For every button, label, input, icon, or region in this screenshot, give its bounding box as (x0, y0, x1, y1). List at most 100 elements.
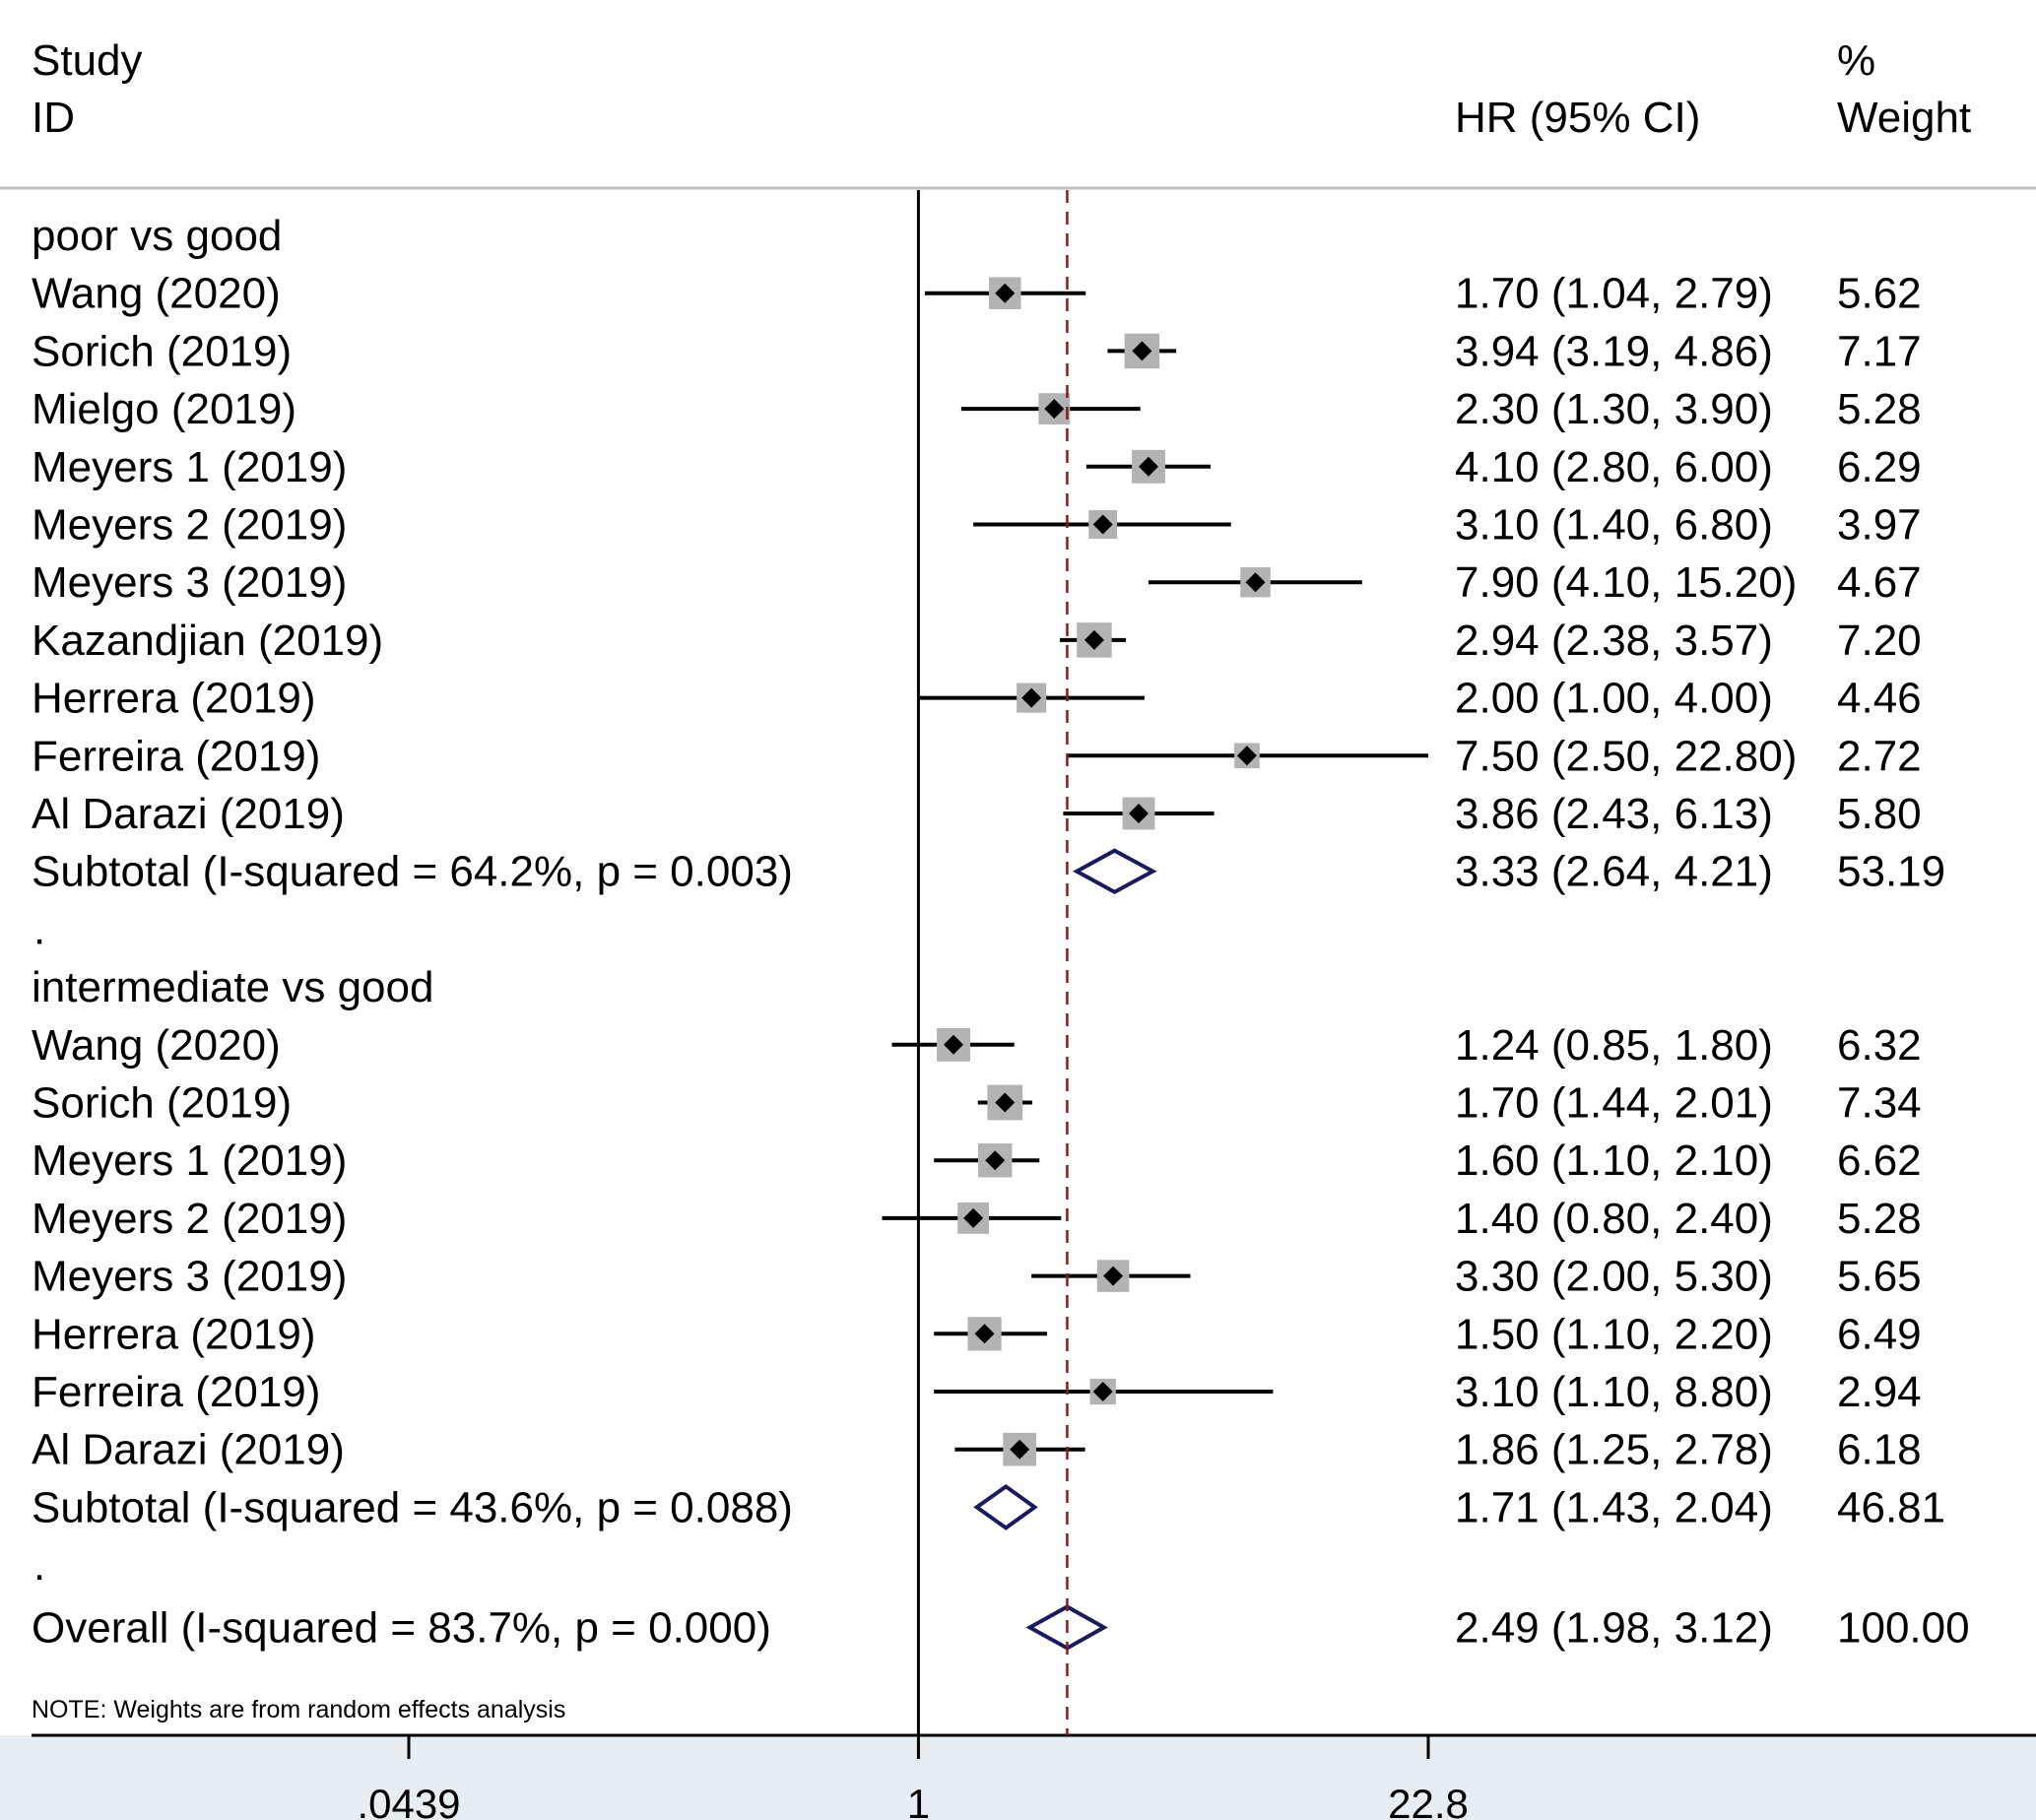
study-label: Sorich (2019) (32, 1079, 292, 1128)
study-ci: 2.94 (2.38, 3.57) (1455, 617, 1773, 665)
study-ci: 1.24 (0.85, 1.80) (1455, 1021, 1773, 1070)
study-weight: 2.94 (1837, 1368, 1922, 1416)
point-estimate (1010, 1439, 1030, 1460)
point-estimate (1084, 629, 1104, 650)
study-ci: 2.00 (1.00, 4.00) (1455, 675, 1773, 723)
point-estimate (1245, 572, 1266, 593)
study-label: Wang (2020) (32, 270, 281, 318)
point-estimate (963, 1207, 984, 1228)
study-weight: 5.62 (1837, 270, 1922, 318)
footnote: NOTE: Weights are from random effects an… (32, 1696, 565, 1723)
forest-rows: poor vs good Wang (2020) 1.70 (1.04, 2.79)… (32, 212, 1970, 1652)
subtotal-diamond (973, 1483, 1038, 1530)
subtotal-ci: 1.71 (1.43, 2.04) (1455, 1483, 1773, 1531)
study-weight: 5.28 (1837, 1195, 1922, 1243)
header-id: ID (32, 94, 75, 142)
point-estimate (1236, 746, 1257, 766)
point-estimate (1092, 514, 1113, 535)
group-heading: intermediate vs good (32, 963, 433, 1011)
group-heading: poor vs good (32, 212, 282, 260)
study-weight: 2.72 (1837, 732, 1922, 780)
point-estimate (985, 1150, 1006, 1171)
study-label: Meyers 3 (2019) (32, 1253, 347, 1301)
overall-weight: 100.00 (1837, 1603, 1970, 1652)
study-ci: 3.10 (1.10, 8.80) (1455, 1368, 1773, 1416)
point-estimate (1103, 1266, 1124, 1286)
study-weight: 6.62 (1837, 1137, 1922, 1185)
study-weight: 4.67 (1837, 558, 1922, 607)
header-effect: HR (95% CI) (1455, 94, 1700, 142)
row-separator: . (33, 1541, 45, 1590)
study-ci: 3.30 (2.00, 5.30) (1455, 1253, 1773, 1301)
point-estimate (974, 1324, 995, 1344)
study-label: Meyers 2 (2019) (32, 501, 347, 550)
point-estimate (1129, 804, 1149, 823)
study-label: Al Darazi (2019) (32, 790, 345, 838)
header-weight: Weight (1837, 94, 1971, 142)
study-weight: 5.65 (1837, 1253, 1922, 1301)
point-estimate (944, 1034, 964, 1055)
study-ci: 1.86 (1.25, 2.78) (1455, 1426, 1773, 1474)
study-ci: 1.60 (1.10, 2.10) (1455, 1137, 1773, 1185)
study-label: Ferreira (2019) (32, 1368, 320, 1416)
point-estimate (995, 1092, 1016, 1113)
point-estimate (995, 283, 1016, 303)
study-weight: 6.32 (1837, 1021, 1922, 1070)
subtotal-ci: 3.33 (2.64, 4.21) (1455, 848, 1773, 896)
subtotal-label: Subtotal (I-squared = 43.6%, p = 0.088) (32, 1483, 793, 1531)
study-weight: 7.34 (1837, 1079, 1922, 1128)
study-weight: 6.18 (1837, 1426, 1922, 1474)
study-label: Herrera (2019) (32, 675, 316, 723)
study-ci: 1.40 (0.80, 2.40) (1455, 1195, 1773, 1243)
point-estimate (1132, 341, 1152, 361)
x-tick-label: 22.8 (1388, 1781, 1469, 1820)
study-label: Meyers 2 (2019) (32, 1195, 347, 1243)
study-label: Meyers 1 (2019) (32, 1137, 347, 1185)
x-tick-label: 1 (907, 1781, 930, 1820)
study-ci: 1.70 (1.44, 2.01) (1455, 1079, 1773, 1128)
point-estimate (1044, 399, 1065, 420)
row-separator: . (33, 905, 45, 953)
study-weight: 5.28 (1837, 385, 1922, 433)
study-ci: 7.90 (4.10, 15.20) (1455, 558, 1797, 607)
footer-band (0, 1735, 2036, 1820)
study-weight: 6.29 (1837, 443, 1922, 491)
subtotal-diamond (1072, 848, 1157, 894)
study-label: Mielgo (2019) (32, 385, 296, 433)
header-percent: % (1837, 36, 1875, 85)
study-ci: 2.30 (1.30, 3.90) (1455, 385, 1773, 433)
header-study: Study (32, 36, 143, 85)
x-tick-label: .0439 (357, 1781, 460, 1820)
study-ci: 3.94 (3.19, 4.86) (1455, 327, 1773, 375)
study-label: Herrera (2019) (32, 1310, 316, 1358)
study-ci: 4.10 (2.80, 6.00) (1455, 443, 1773, 491)
study-weight: 7.20 (1837, 617, 1922, 665)
study-weight: 6.49 (1837, 1310, 1922, 1358)
study-label: Kazandjian (2019) (32, 617, 383, 665)
study-label: Meyers 3 (2019) (32, 558, 347, 607)
x-axis: .0439 1 22.8 (32, 1733, 2036, 1820)
study-label: Sorich (2019) (32, 327, 292, 375)
study-weight: 3.97 (1837, 501, 1922, 550)
study-label: Al Darazi (2019) (32, 1426, 345, 1474)
point-estimate (1138, 456, 1158, 477)
study-ci: 7.50 (2.50, 22.80) (1455, 732, 1797, 780)
study-label: Meyers 1 (2019) (32, 443, 347, 491)
study-ci: 1.50 (1.10, 2.20) (1455, 1310, 1773, 1358)
study-label: Ferreira (2019) (32, 732, 320, 780)
subtotal-weight: 46.81 (1837, 1483, 1945, 1531)
study-ci: 1.70 (1.04, 2.79) (1455, 270, 1773, 318)
study-weight: 4.46 (1837, 675, 1922, 723)
overall-label: Overall (I-squared = 83.7%, p = 0.000) (32, 1603, 771, 1652)
overall-ci: 2.49 (1.98, 3.12) (1455, 1603, 1773, 1652)
point-estimate (1092, 1382, 1113, 1401)
study-weight: 7.17 (1837, 327, 1922, 375)
study-label: Wang (2020) (32, 1021, 281, 1070)
study-weight: 5.80 (1837, 790, 1922, 838)
subtotal-label: Subtotal (I-squared = 64.2%, p = 0.003) (32, 848, 793, 896)
overall-diamond (1025, 1604, 1108, 1651)
study-ci: 3.10 (1.40, 6.80) (1455, 501, 1773, 550)
study-ci: 3.86 (2.43, 6.13) (1455, 790, 1773, 838)
subtotal-weight: 53.19 (1837, 848, 1945, 896)
